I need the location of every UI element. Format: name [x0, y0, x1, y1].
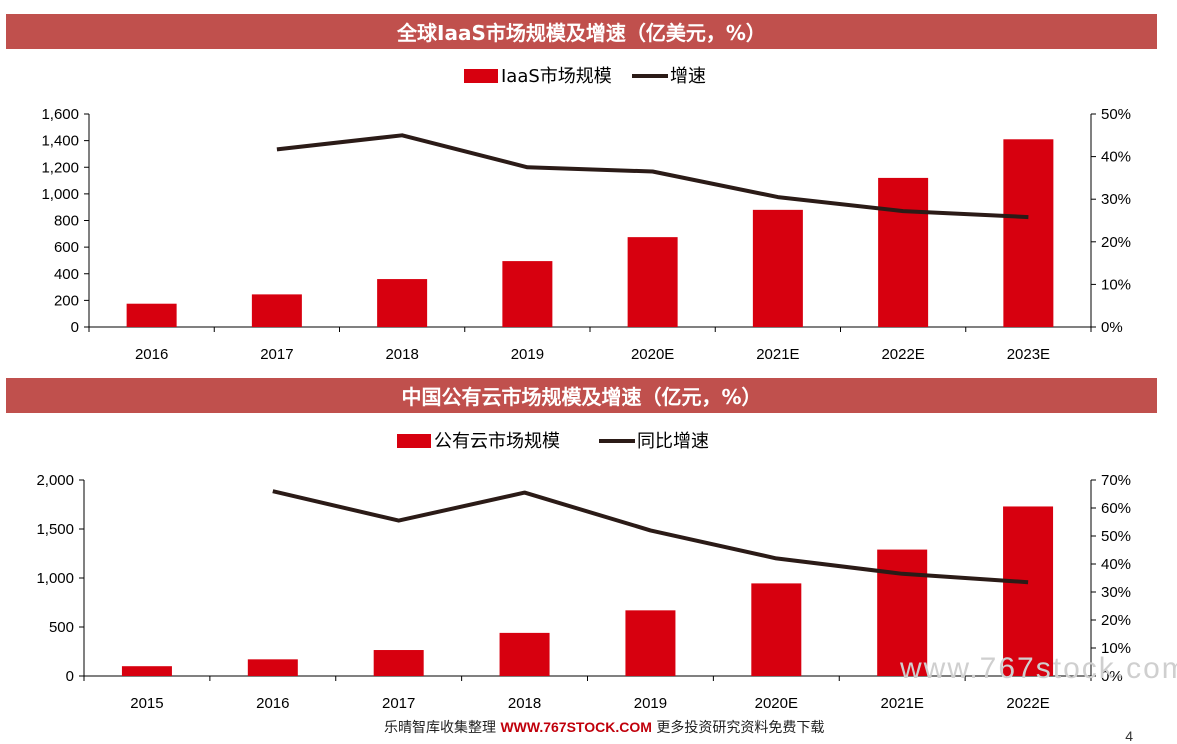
legend-bar-label: IaaS市场规模	[501, 66, 612, 87]
y-tick-label: 400	[54, 266, 79, 283]
bar	[1003, 506, 1054, 676]
y2-tick-label: 0%	[1101, 668, 1123, 685]
watermark-text: www.767stock.com	[900, 652, 1177, 685]
bar	[627, 237, 678, 327]
y-tick-label: 0	[71, 319, 79, 336]
x-tick-label: 2018	[385, 346, 418, 363]
page-number: 4	[1125, 728, 1133, 744]
legend-line-label: 增速	[670, 66, 706, 87]
bar	[126, 303, 177, 327]
x-tick-label: 2019	[511, 346, 544, 363]
chart1-title-banner: 全球IaaS市场规模及增速（亿美元，%）	[6, 14, 1157, 49]
y2-tick-label: 20%	[1101, 234, 1131, 251]
legend-line-label: 同比增速	[637, 431, 709, 452]
y-tick-label: 1,600	[41, 106, 79, 123]
y-tick-label: 1,400	[41, 133, 79, 150]
y-tick-label: 200	[54, 292, 79, 309]
footer-suffix: 更多投资研究资料免费下载	[651, 720, 825, 736]
legend-bar-swatch	[397, 434, 431, 448]
chart2-title-banner: 中国公有云市场规模及增速（亿元，%）	[6, 378, 1157, 413]
y2-tick-label: 10%	[1101, 640, 1131, 657]
x-tick-label: 2015	[130, 695, 163, 712]
bar	[499, 632, 550, 676]
y-tick-label: 500	[49, 619, 74, 636]
y2-tick-label: 70%	[1101, 472, 1131, 489]
y-tick-label: 2,000	[36, 472, 74, 489]
y2-tick-label: 40%	[1101, 149, 1131, 166]
y-tick-label: 0	[66, 668, 74, 685]
y-tick-label: 600	[54, 239, 79, 256]
legend-bar-swatch	[464, 69, 498, 83]
global-iaas-chart: IaaS市场规模 增速 0 200 400 600 800 1,000 1,200 1,400 1,…	[41, 66, 1131, 363]
footer: 乐晴智库收集整理 WWW.767STOCK.COM 更多投资研究资料免费下载	[384, 717, 824, 737]
bar	[247, 659, 298, 676]
bar	[377, 279, 428, 327]
footer-site-link[interactable]: WWW.767STOCK.COM	[500, 719, 652, 735]
x-tick-label: 2017	[260, 346, 293, 363]
y2-tick-label: 50%	[1101, 106, 1131, 123]
y2-tick-label: 30%	[1101, 584, 1131, 601]
y-tick-label: 1,000	[36, 570, 74, 587]
x-tick-label: 2022E	[1006, 695, 1049, 712]
y-tick-label: 1,000	[41, 186, 79, 203]
x-tick-label: 2019	[634, 695, 667, 712]
y2-tick-label: 30%	[1101, 191, 1131, 208]
x-tick-label: 2020E	[755, 695, 798, 712]
x-tick-label: 2023E	[1007, 346, 1050, 363]
bar	[1003, 139, 1054, 327]
x-tick-label: 2022E	[881, 346, 924, 363]
legend-bar-label: 公有云市场规模	[434, 431, 560, 452]
x-tick-label: 2018	[508, 695, 541, 712]
x-tick-label: 2021E	[756, 346, 799, 363]
bar	[625, 610, 676, 676]
bar	[751, 583, 802, 676]
x-tick-label: 2020E	[631, 346, 674, 363]
y2-tick-label: 20%	[1101, 612, 1131, 629]
growth-line	[276, 133, 1029, 220]
footer-prefix: 乐晴智库收集整理	[384, 720, 501, 736]
x-tick-label: 2021E	[881, 695, 924, 712]
y2-tick-label: 60%	[1101, 500, 1131, 517]
y2-tick-label: 40%	[1101, 556, 1131, 573]
growth-line	[272, 489, 1029, 585]
y-tick-label: 1,200	[41, 159, 79, 176]
bar	[121, 666, 172, 676]
bar	[502, 261, 553, 327]
bar	[373, 650, 424, 676]
bar	[251, 294, 302, 327]
x-tick-label: 2016	[135, 346, 168, 363]
china-public-cloud-chart: 公有云市场规模 同比增速 0 500 1,000 1,500 2,000 0% 10% 20% 30…	[36, 431, 1131, 712]
bar	[878, 177, 929, 327]
x-tick-label: 2017	[382, 695, 415, 712]
y2-tick-label: 0%	[1101, 319, 1123, 336]
bar	[752, 209, 803, 327]
x-tick-label: 2016	[256, 695, 289, 712]
y-tick-label: 1,500	[36, 521, 74, 538]
y-tick-label: 800	[54, 213, 79, 230]
y2-tick-label: 50%	[1101, 528, 1131, 545]
y2-tick-label: 10%	[1101, 276, 1131, 293]
